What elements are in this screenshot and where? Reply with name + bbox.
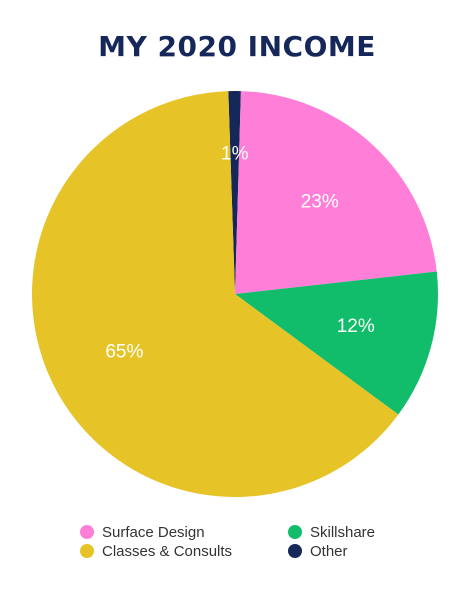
pie-slice-other xyxy=(228,91,241,294)
legend-item-surface-design: Surface Design xyxy=(80,522,205,542)
slice-label-other: 1% xyxy=(221,144,249,165)
legend-label-skillshare: Skillshare xyxy=(310,523,376,541)
chart-legend: Surface Design Skillshare Classes & Cons… xyxy=(80,520,420,570)
pie-slice-skillshare xyxy=(235,271,438,415)
legend-label-other: Other xyxy=(310,542,348,560)
legend-swatch-classes-consults xyxy=(80,544,94,558)
legend-label-classes-consults: Classes & Consults xyxy=(102,542,233,560)
pie-slice-surface-design xyxy=(235,91,437,294)
legend-swatch-other xyxy=(288,544,302,558)
legend-item-skillshare: Skillshare xyxy=(288,522,375,542)
pie-slice-classes-consults xyxy=(31,91,399,498)
legend-label-surface-design: Surface Design xyxy=(102,523,205,541)
slice-label-classes-consults: 65% xyxy=(105,342,143,363)
slice-label-skillshare: 12% xyxy=(337,316,375,337)
slice-label-surface-design: 23% xyxy=(301,192,339,213)
legend-swatch-surface-design xyxy=(80,525,94,539)
chart-title: MY 2020 INCOME xyxy=(98,30,376,63)
legend-swatch-skillshare xyxy=(288,525,302,539)
legend-item-other: Other xyxy=(288,541,348,561)
legend-item-classes-consults: Classes & Consults xyxy=(80,541,232,561)
